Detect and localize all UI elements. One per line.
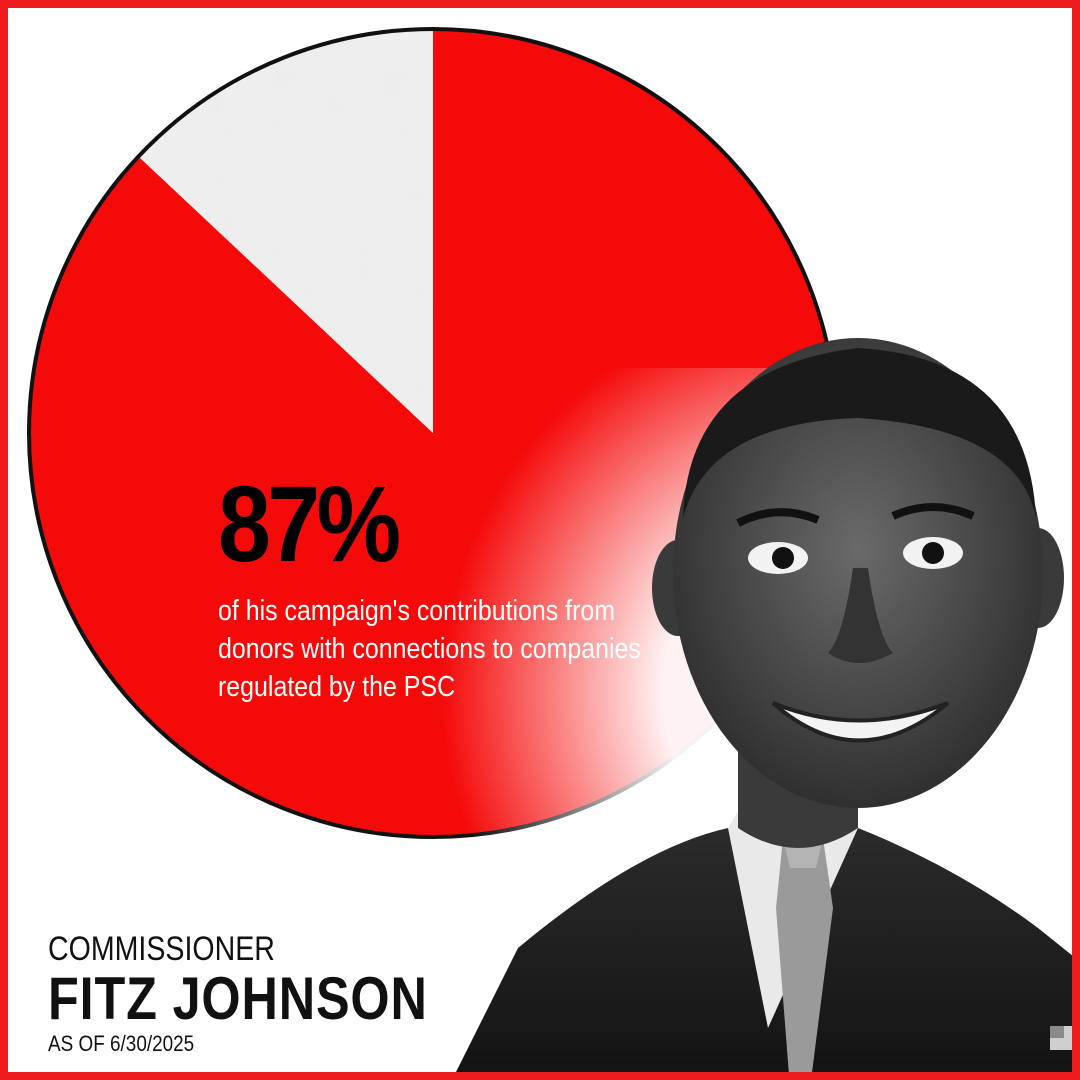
subject-name: FITZ JOHNSON (48, 965, 428, 1032)
pie-slice-other (138, 29, 433, 433)
subject-title: COMMISSIONER (48, 930, 275, 968)
subject-name-block: COMMISSIONER FITZ JOHNSON AS OF 6/30/202… (48, 930, 500, 1058)
as-of-date: AS OF 6/30/2025 (48, 1031, 195, 1056)
pie-data-label: 87% (218, 463, 401, 584)
portrait-photo (438, 308, 1072, 1072)
